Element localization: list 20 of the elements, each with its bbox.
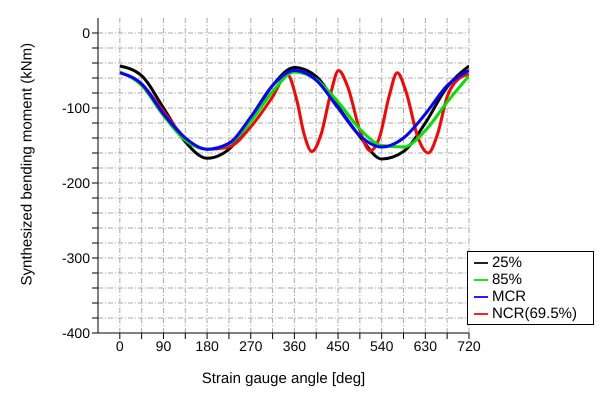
y-tick-label: -200 <box>62 174 90 191</box>
x-tick-label: 540 <box>370 338 394 354</box>
legend-label: NCR(69.5%) <box>492 305 577 322</box>
x-tick-label: 630 <box>414 338 438 354</box>
legend-label: 25% <box>492 254 522 271</box>
x-tick-label: 450 <box>326 338 350 354</box>
y-axis-title: Synthesized bending moment (kNm) <box>18 42 36 286</box>
x-tick-label: 0 <box>116 338 124 354</box>
x-tick-label: 360 <box>282 338 306 354</box>
x-tick-label: 270 <box>239 338 263 354</box>
y-tick-label: -400 <box>62 324 90 341</box>
legend-label: MCR <box>492 288 526 305</box>
x-tick-label: 720 <box>457 338 481 354</box>
y-tick-label: 0 <box>82 24 90 41</box>
x-tick-label: 90 <box>156 338 172 354</box>
y-tick-label: -300 <box>62 250 90 266</box>
y-tick-label: -100 <box>62 100 90 116</box>
x-axis-title: Strain gauge angle [deg] <box>202 370 366 387</box>
x-tick-label: 180 <box>195 338 219 354</box>
legend-label: 85% <box>492 271 522 288</box>
